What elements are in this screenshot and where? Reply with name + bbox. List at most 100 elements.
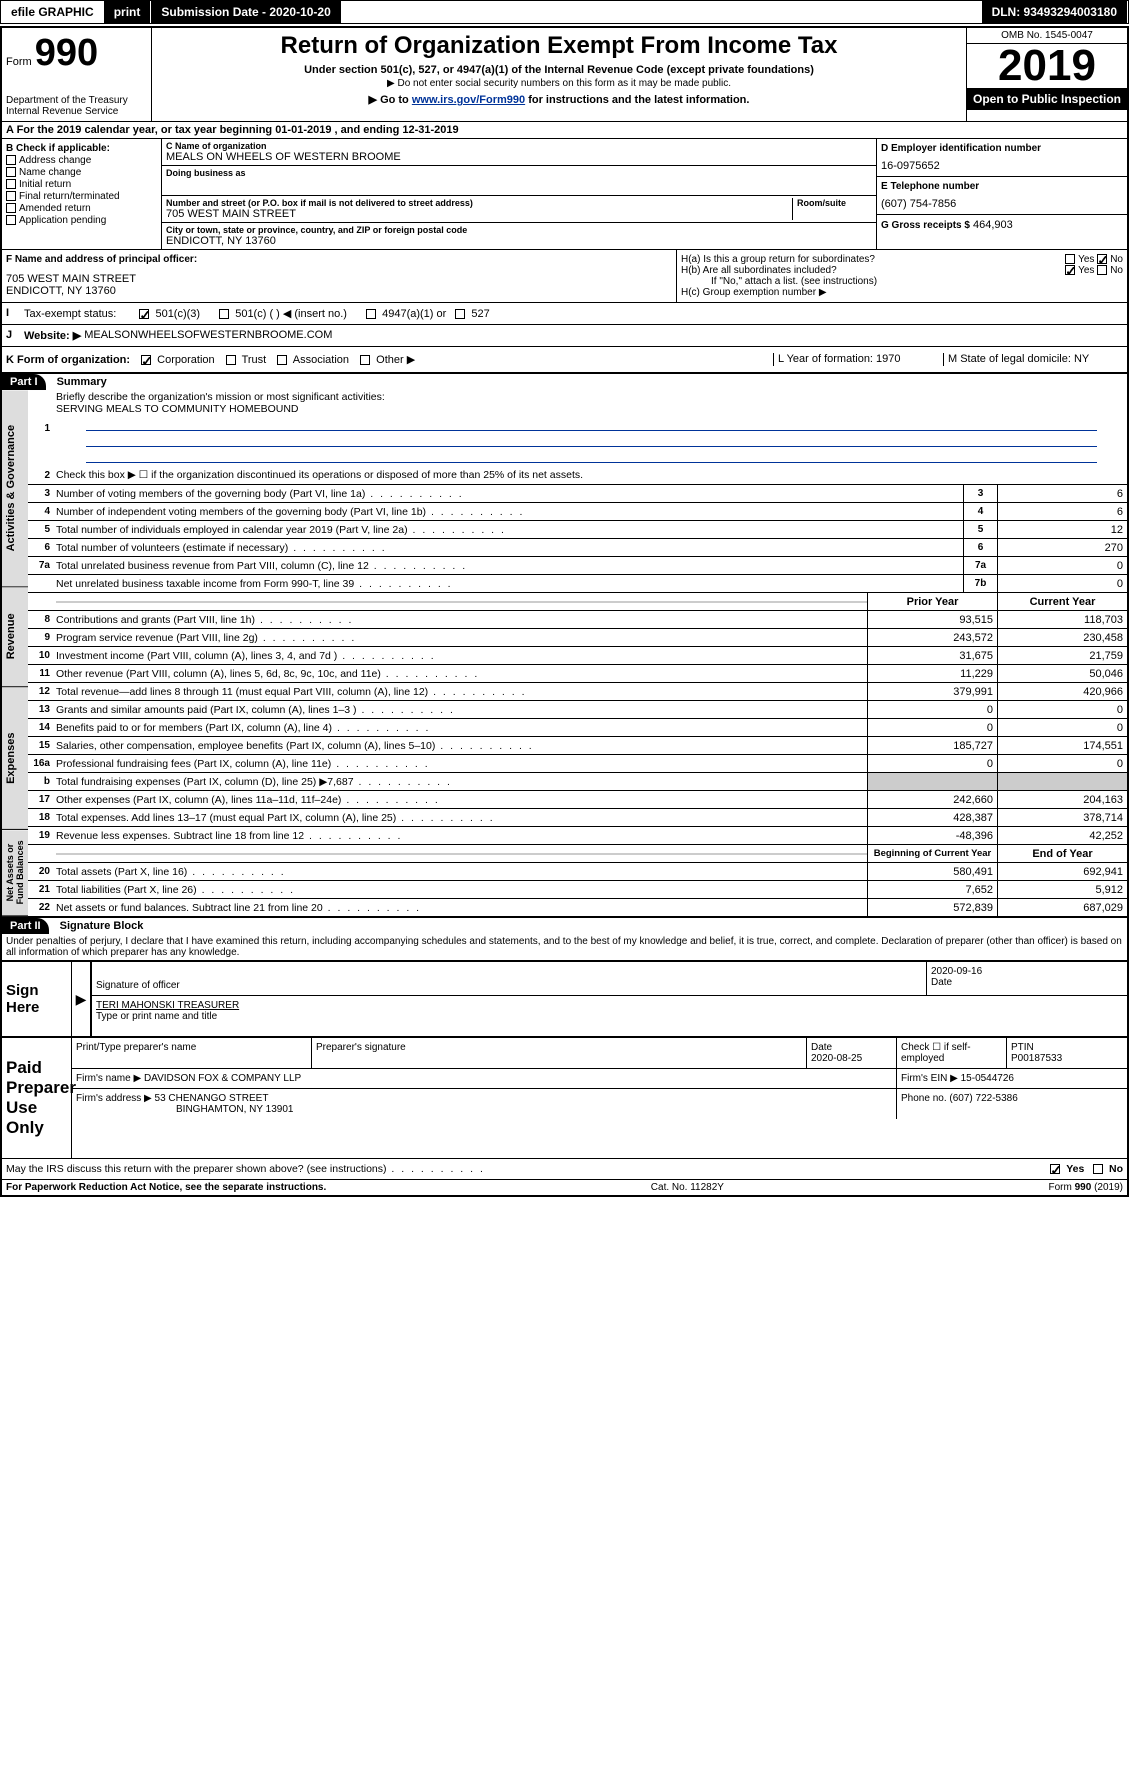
summary-line: 10 Investment income (Part VIII, column … <box>28 646 1127 664</box>
hb-no[interactable] <box>1097 265 1107 275</box>
subtitle-1: Under section 501(c), 527, or 4947(a)(1)… <box>160 64 958 76</box>
row-a-tax-year: A For the 2019 calendar year, or tax yea… <box>2 121 1127 138</box>
chk-corporation[interactable] <box>141 355 151 365</box>
current-value: 204,163 <box>997 791 1127 808</box>
chk-trust[interactable] <box>226 355 236 365</box>
chk-amended[interactable] <box>6 203 16 213</box>
vtab-net: Net Assets orFund Balances <box>2 830 28 916</box>
year-box: OMB No. 1545-0047 2019 Open to Public In… <box>967 28 1127 121</box>
chk-address-change[interactable] <box>6 155 16 165</box>
chk-501c[interactable] <box>219 309 229 319</box>
summary-line: 3 Number of voting members of the govern… <box>28 484 1127 502</box>
form-org-label: K Form of organization: <box>6 354 130 366</box>
chk-501c3[interactable] <box>139 309 149 319</box>
dept-label: Department of the Treasury Internal Reve… <box>6 95 147 117</box>
ha-no[interactable] <box>1097 254 1107 264</box>
line-number-cell: 7a <box>963 557 997 574</box>
ein-value: 16-0975652 <box>881 160 1123 172</box>
footer-right: Form 990 (2019) <box>1049 1182 1123 1193</box>
gross-value: 464,903 <box>973 219 1013 231</box>
addr-label: Number and street (or P.O. box if mail i… <box>166 198 792 208</box>
vtab-expenses: Expenses <box>2 688 28 830</box>
open-public: Open to Public Inspection <box>967 88 1127 110</box>
summary-line: 20 Total assets (Part X, line 16) 580,49… <box>28 862 1127 880</box>
prior-value: 185,727 <box>867 737 997 754</box>
city-label: City or town, state or province, country… <box>166 225 872 235</box>
chk-527[interactable] <box>455 309 465 319</box>
net-header-row: Beginning of Current Year End of Year <box>28 844 1127 862</box>
goto-link[interactable]: ▶ Go to www.irs.gov/Form990 for instruct… <box>160 93 958 106</box>
main-title: Return of Organization Exempt From Incom… <box>160 32 958 60</box>
summary-line: 17 Other expenses (Part IX, column (A), … <box>28 790 1127 808</box>
officer-label: F Name and address of principal officer: <box>6 254 672 265</box>
beg-year-header: Beginning of Current Year <box>867 845 997 862</box>
summary-line: 15 Salaries, other compensation, employe… <box>28 736 1127 754</box>
sign-arrow-icon: ▶ <box>72 962 92 1036</box>
org-name-label: C Name of organization <box>166 141 872 151</box>
prior-year-header: Prior Year <box>867 593 997 610</box>
print-button[interactable]: print <box>104 1 152 23</box>
chk-initial-return[interactable] <box>6 179 16 189</box>
line-value: 270 <box>997 539 1127 556</box>
current-value <box>997 773 1127 790</box>
chk-4947[interactable] <box>366 309 376 319</box>
officer-name: TERI MAHONSKI TREASURER <box>96 1000 1123 1011</box>
prior-value <box>867 773 997 790</box>
line-2: 2 Check this box ▶ ☐ if the organization… <box>28 466 1127 484</box>
summary-line: 7a Total unrelated business revenue from… <box>28 556 1127 574</box>
prep-date: 2020-08-25 <box>811 1053 892 1064</box>
ptin-label: PTIN <box>1011 1042 1123 1053</box>
ein-label: D Employer identification number <box>881 143 1123 154</box>
line-value: 6 <box>997 503 1127 520</box>
chk-other[interactable] <box>360 355 370 365</box>
hb-yes[interactable] <box>1065 265 1075 275</box>
mission-text: SERVING MEALS TO COMMUNITY HOMEBOUND <box>56 403 299 415</box>
chk-association[interactable] <box>277 355 287 365</box>
form-number: 990 <box>35 32 98 74</box>
footer-mid: Cat. No. 11282Y <box>651 1182 724 1193</box>
prior-value: 0 <box>867 719 997 736</box>
chk-final-return[interactable] <box>6 191 16 201</box>
irs-link[interactable]: www.irs.gov/Form990 <box>412 94 525 106</box>
chk-name-change[interactable] <box>6 167 16 177</box>
chk-app-pending[interactable] <box>6 215 16 225</box>
sig-date: 2020-09-16 <box>931 966 1123 977</box>
paid-preparer-label: Paid Preparer Use Only <box>2 1038 72 1158</box>
street-address: 705 WEST MAIN STREET <box>166 208 792 220</box>
ha-label: H(a) Is this a group return for subordin… <box>681 254 875 265</box>
topbar: efile GRAPHIC print Submission Date - 20… <box>0 0 1129 24</box>
website-label: Website: ▶ <box>24 329 81 342</box>
discuss-yes[interactable] <box>1050 1164 1060 1174</box>
paid-preparer-section: Paid Preparer Use Only Print/Type prepar… <box>2 1036 1127 1158</box>
discuss-row: May the IRS discuss this return with the… <box>2 1158 1127 1179</box>
current-value: 42,252 <box>997 827 1127 844</box>
current-value: 0 <box>997 719 1127 736</box>
vtab-governance: Activities & Governance <box>2 390 28 587</box>
row-i: I Tax-exempt status: 501(c)(3) 501(c) ( … <box>2 302 1127 324</box>
summary-line: 8 Contributions and grants (Part VIII, l… <box>28 610 1127 628</box>
current-value: 174,551 <box>997 737 1127 754</box>
line-1: 1 Briefly describe the organization's mi… <box>28 390 1127 466</box>
org-name: MEALS ON WHEELS OF WESTERN BROOME <box>166 151 872 163</box>
line-value: 6 <box>997 485 1127 502</box>
sig-date-label: Date <box>931 977 1123 988</box>
part-1-header: Part I Summary <box>2 372 1127 390</box>
line-number-cell: 4 <box>963 503 997 520</box>
form-label: Form <box>6 56 32 68</box>
line-number-cell: 6 <box>963 539 997 556</box>
summary-body: Activities & Governance Revenue Expenses… <box>2 390 1127 916</box>
prior-value: 242,660 <box>867 791 997 808</box>
discuss-no[interactable] <box>1093 1164 1103 1174</box>
prior-value: 572,839 <box>867 899 997 916</box>
self-employed-check: Check ☐ if self-employed <box>897 1038 1007 1068</box>
firm-name-label: Firm's name ▶ <box>76 1073 141 1084</box>
state-domicile: M State of legal domicile: NY <box>943 353 1123 366</box>
prep-name-label: Print/Type preparer's name <box>72 1038 312 1068</box>
form-id-box: Form 990 Department of the Treasury Inte… <box>2 28 152 121</box>
current-value: 420,966 <box>997 683 1127 700</box>
summary-line: b Total fundraising expenses (Part IX, c… <box>28 772 1127 790</box>
website-value: MEALSONWHEELSOFWESTERNBROOME.COM <box>84 329 332 342</box>
row-fh: F Name and address of principal officer:… <box>2 249 1127 302</box>
hb-note: If "No," attach a list. (see instruction… <box>681 276 1123 287</box>
prior-value: 428,387 <box>867 809 997 826</box>
